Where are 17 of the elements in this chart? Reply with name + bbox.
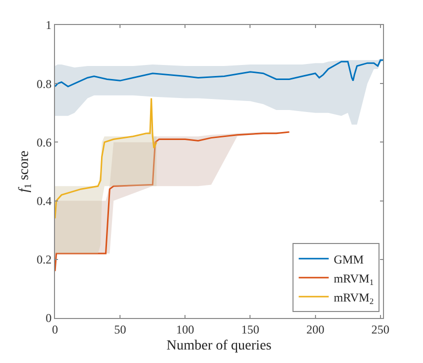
legend-label: GMM <box>334 252 364 266</box>
x-tick-label: 100 <box>176 322 194 336</box>
x-tick-label: 50 <box>114 322 126 336</box>
y-tick-label: 0.2 <box>36 252 52 267</box>
x-tick-label: 250 <box>371 322 390 336</box>
x-axis-title: Number of queries <box>166 338 272 354</box>
y-tick-label: 1 <box>46 18 52 32</box>
x-tick-label: 200 <box>306 322 324 336</box>
line-series <box>55 59 383 88</box>
legend-label: mRVM$_{2}$ <box>334 290 374 306</box>
y-tick-label: 0 <box>46 311 52 326</box>
line-series <box>55 98 158 220</box>
x-tick-label: 150 <box>241 322 260 336</box>
y-tick-label: 0.6 <box>36 135 52 150</box>
y-tick-label: 0.8 <box>36 76 52 91</box>
legend-label: mRVM$_{1}$ <box>334 271 374 287</box>
y-tick-label: 0.4 <box>36 194 52 208</box>
